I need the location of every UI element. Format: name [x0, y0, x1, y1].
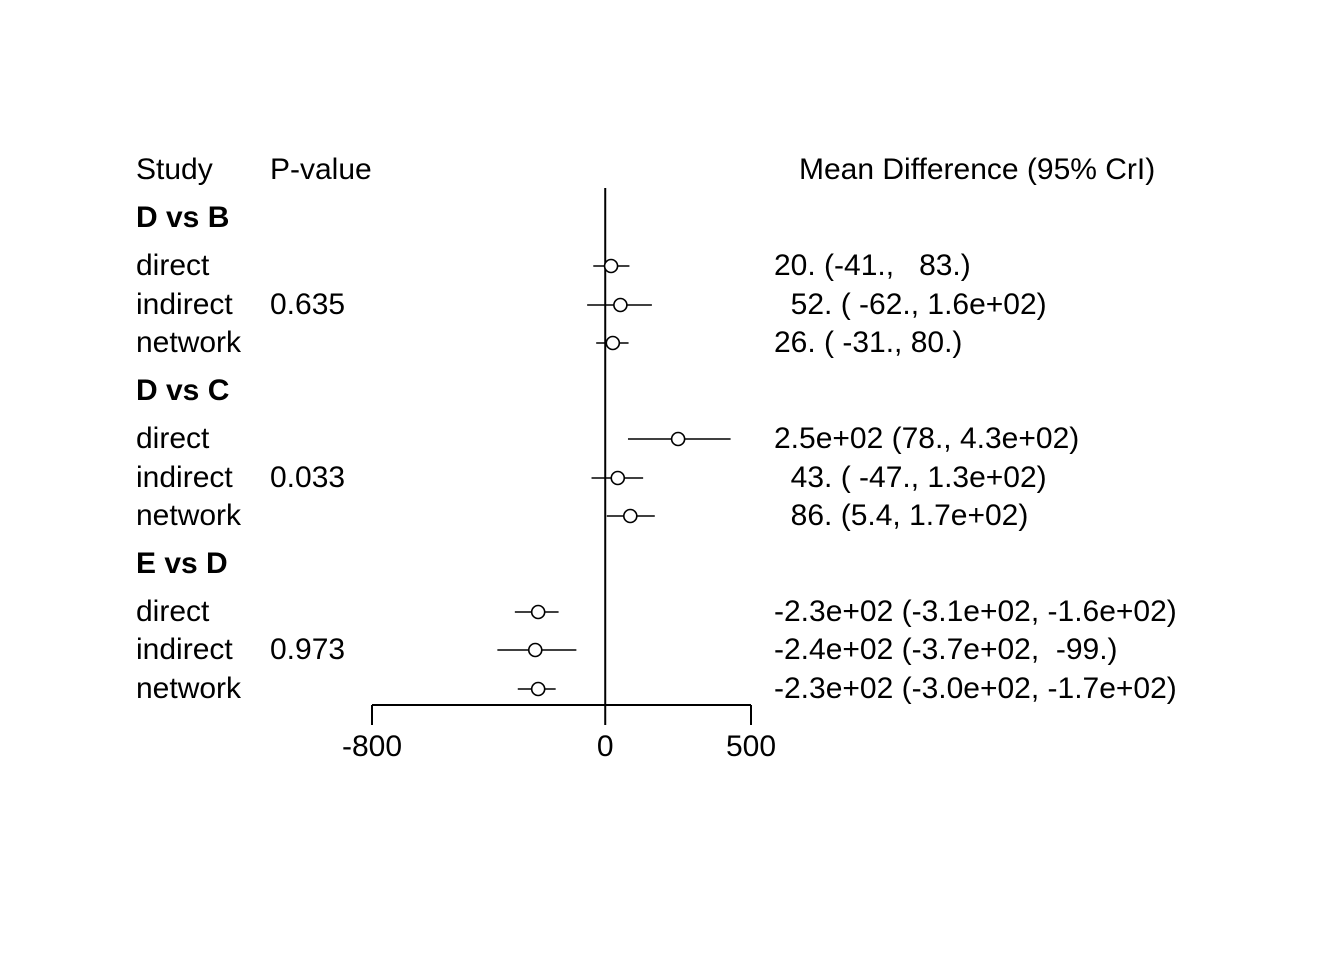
point-estimate-marker — [605, 335, 621, 351]
header-pvalue: P-value — [270, 153, 372, 186]
header-study: Study — [136, 153, 213, 186]
row-estimate-text: 86. (5.4, 1.7e+02) — [774, 499, 1029, 532]
row-estimate-text: 26. ( -31., 80.) — [774, 326, 963, 359]
point-estimate-marker — [670, 431, 686, 447]
point-estimate-marker — [530, 681, 546, 697]
row-label: indirect — [136, 633, 233, 666]
row-estimate-text: 43. ( -47., 1.3e+02) — [774, 461, 1047, 494]
row-label: network — [136, 672, 242, 705]
point-estimate-marker — [610, 470, 626, 486]
row-label: indirect — [136, 288, 233, 321]
point-estimate-marker — [603, 258, 619, 274]
group-pvalue: 0.033 — [270, 461, 346, 494]
point-estimate-marker — [623, 508, 638, 524]
group-title: D vs B — [136, 201, 230, 234]
row-estimate-text: 52. ( -62., 1.6e+02) — [774, 288, 1047, 321]
group-title: E vs D — [136, 547, 228, 580]
row-estimate-text: 2.5e+02 (78., 4.3e+02) — [774, 422, 1080, 455]
row-estimate-text: -2.4e+02 (-3.7e+02, -99.) — [774, 633, 1118, 666]
row-label: network — [136, 499, 242, 532]
row-label: network — [136, 326, 242, 359]
row-label: direct — [136, 595, 210, 628]
x-tick-label: -800 — [342, 730, 402, 763]
point-estimate-marker — [613, 297, 628, 313]
group-pvalue: 0.635 — [270, 288, 346, 321]
x-tick-label: 500 — [726, 730, 776, 763]
row-label: direct — [136, 249, 210, 282]
point-estimate-marker — [527, 642, 543, 658]
row-estimate-text: 20. (-41., 83.) — [774, 249, 971, 282]
header-estimate: Mean Difference (95% CrI) — [799, 153, 1156, 186]
group-title: D vs C — [136, 374, 230, 407]
row-estimate-text: -2.3e+02 (-3.1e+02, -1.6e+02) — [774, 595, 1177, 628]
row-label: direct — [136, 422, 210, 455]
row-label: indirect — [136, 461, 233, 494]
x-tick-label: 0 — [597, 730, 614, 763]
point-estimate-marker — [530, 604, 546, 620]
row-estimate-text: -2.3e+02 (-3.0e+02, -1.7e+02) — [774, 672, 1177, 705]
group-pvalue: 0.973 — [270, 633, 346, 666]
